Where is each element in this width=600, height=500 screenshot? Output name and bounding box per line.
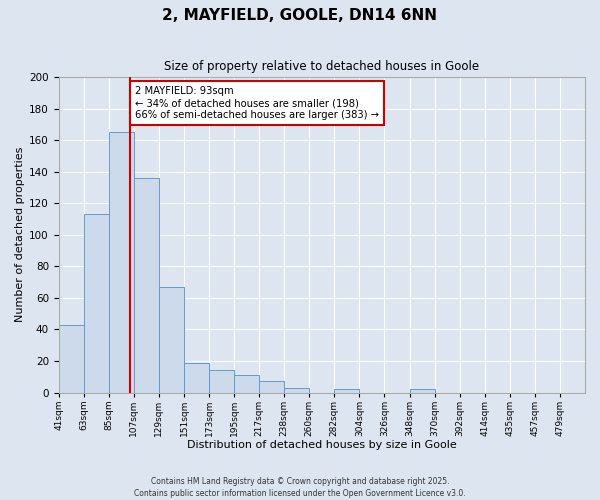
Text: 2 MAYFIELD: 93sqm
← 34% of detached houses are smaller (198)
66% of semi-detache: 2 MAYFIELD: 93sqm ← 34% of detached hous…	[135, 86, 379, 120]
X-axis label: Distribution of detached houses by size in Goole: Distribution of detached houses by size …	[187, 440, 457, 450]
Bar	[234, 375, 259, 392]
Bar	[59, 324, 84, 392]
Bar	[334, 390, 359, 392]
Title: Size of property relative to detached houses in Goole: Size of property relative to detached ho…	[164, 60, 479, 73]
Text: Contains HM Land Registry data © Crown copyright and database right 2025.
Contai: Contains HM Land Registry data © Crown c…	[134, 476, 466, 498]
Bar	[159, 287, 184, 393]
Bar	[284, 388, 309, 392]
Bar	[209, 370, 234, 392]
Bar	[184, 362, 209, 392]
Bar	[109, 132, 134, 392]
Bar	[259, 382, 284, 392]
Bar	[84, 214, 109, 392]
Y-axis label: Number of detached properties: Number of detached properties	[15, 147, 25, 322]
Bar	[410, 390, 434, 392]
Text: 2, MAYFIELD, GOOLE, DN14 6NN: 2, MAYFIELD, GOOLE, DN14 6NN	[163, 8, 437, 22]
Bar	[134, 178, 159, 392]
